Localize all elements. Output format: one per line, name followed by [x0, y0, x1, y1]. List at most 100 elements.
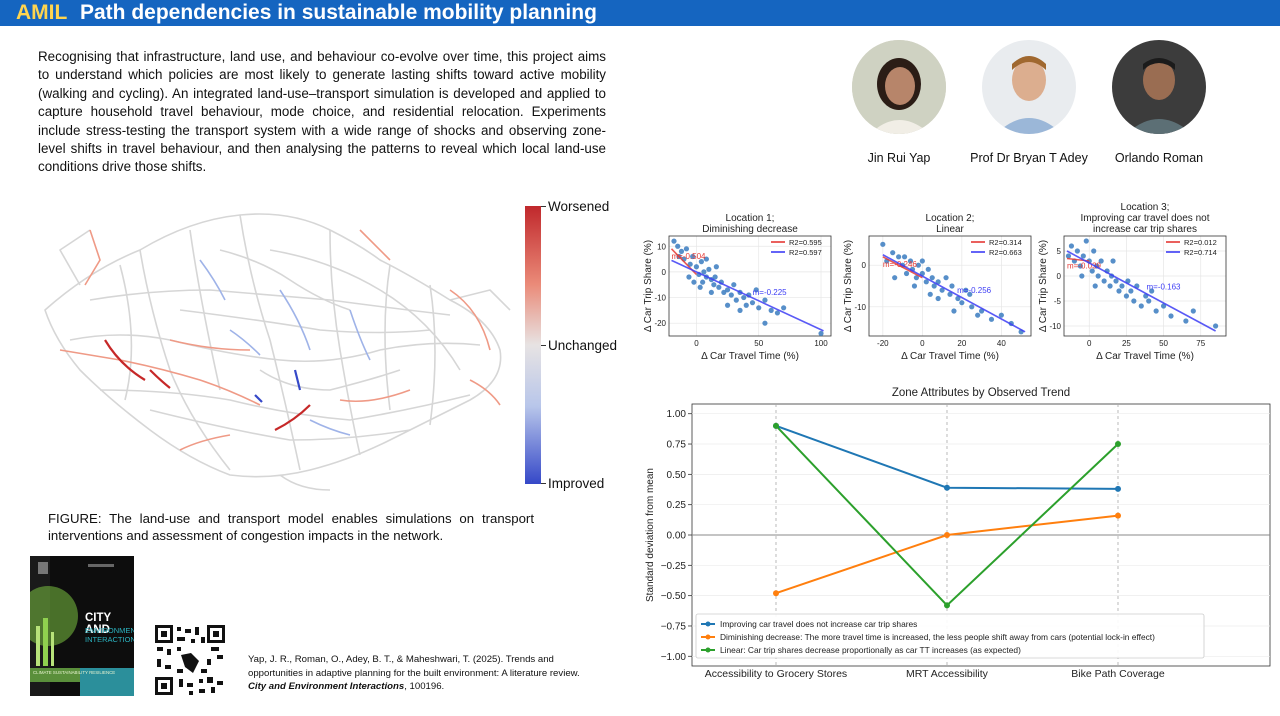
data-point — [1128, 288, 1134, 294]
fit-line — [882, 254, 1026, 333]
y-tick-label: 0 — [1057, 272, 1062, 281]
data-point — [1116, 288, 1122, 294]
y-tick-label: 0 — [862, 261, 867, 270]
chart-title: Improving car travel does not — [1081, 213, 1210, 224]
x-tick-label: 50 — [754, 339, 763, 348]
data-point — [1101, 278, 1107, 284]
data-point — [969, 304, 975, 310]
data-point — [943, 275, 949, 281]
data-point — [975, 312, 981, 318]
data-point — [693, 264, 700, 270]
person-name: Jin Rui Yap — [867, 151, 931, 165]
data-point — [700, 279, 706, 285]
y-tick-label: -10 — [1049, 322, 1061, 331]
data-point — [1113, 278, 1119, 284]
data-point — [951, 308, 957, 314]
data-point — [818, 330, 824, 337]
data-point — [708, 289, 714, 296]
person-card: Prof Dr Bryan T Adey — [954, 40, 1104, 165]
series-point — [944, 532, 950, 538]
y-axis-label: Δ Car Trip Share (%) — [643, 240, 654, 332]
data-point — [716, 284, 722, 290]
network-map — [44, 213, 511, 491]
colorbar-label-improved: Improved — [548, 476, 605, 491]
y-axis-label: Δ Car Trip Share (%) — [1038, 240, 1049, 332]
data-point — [949, 283, 955, 289]
plot-frame — [1063, 235, 1227, 337]
data-point — [675, 243, 681, 249]
data-point — [963, 287, 969, 293]
person-name: Prof Dr Bryan T Adey — [970, 151, 1088, 165]
legend-label: Diminishing decrease: The more travel ti… — [720, 632, 1155, 642]
person-name: Orlando Roman — [1114, 151, 1204, 165]
data-point — [923, 279, 929, 285]
data-point — [896, 254, 902, 260]
x-axis-label: Δ Car Travel Time (%) — [1096, 351, 1194, 362]
y-tick-label: 0.75 — [667, 440, 687, 451]
data-point — [1074, 248, 1080, 254]
map-colorbar — [525, 206, 541, 484]
data-point — [947, 291, 953, 297]
chart-title: Location 3; — [1121, 202, 1170, 213]
data-point — [1131, 298, 1137, 304]
series-point — [944, 602, 950, 609]
x-tick-label: 40 — [997, 339, 1006, 348]
y-tick-label: 5 — [1057, 247, 1062, 256]
slope-label: m=-0.163 — [1146, 283, 1181, 292]
fit-line — [882, 256, 923, 279]
y-tick-label: 0.50 — [667, 470, 687, 481]
series-point — [944, 484, 950, 491]
data-point — [687, 261, 693, 267]
legend-marker — [705, 647, 711, 653]
y-tick-label: -5 — [1054, 297, 1062, 306]
data-point — [724, 302, 731, 308]
legend-label: R2=0.314 — [989, 238, 1022, 247]
data-point — [701, 269, 707, 275]
y-tick-label: 0 — [662, 268, 667, 277]
data-point — [1083, 238, 1089, 244]
journal-cover: CITY AND ENVIRONMENT INTERACTIONS CLIMAT… — [30, 556, 134, 696]
page-title: Path dependencies in sustainable mobilit… — [80, 1, 597, 24]
reference-text: Yap, J. R., Roman, O., Adey, B. T., & Ma… — [248, 654, 580, 679]
y-axis-label: Δ Car Trip Share (%) — [843, 240, 854, 332]
data-point — [890, 250, 896, 256]
data-point — [1080, 253, 1086, 259]
data-point — [691, 279, 697, 285]
portrait-icon — [982, 40, 1076, 134]
legend-label: Improving car travel does not increase c… — [720, 619, 917, 629]
data-point — [774, 310, 781, 316]
qr-code-icon[interactable] — [155, 625, 225, 695]
x-tick-label: 75 — [1196, 339, 1205, 348]
data-point — [919, 258, 925, 264]
x-tick-label: 50 — [1159, 339, 1168, 348]
data-point — [1110, 258, 1116, 264]
legend-label: R2=0.663 — [989, 248, 1022, 257]
colorbar-tick — [541, 345, 546, 346]
data-point — [1098, 258, 1104, 264]
data-point — [721, 289, 727, 296]
data-point — [915, 262, 921, 268]
legend-label: R2=0.597 — [789, 248, 822, 257]
data-point — [1077, 263, 1083, 269]
x-tick-label: Bike Path Coverage — [1071, 668, 1165, 680]
data-point — [698, 259, 704, 265]
data-point — [1091, 248, 1097, 254]
fit-line — [1066, 250, 1216, 332]
y-tick-label: −0.25 — [661, 561, 687, 572]
x-tick-label: 25 — [1122, 339, 1131, 348]
data-point — [737, 307, 743, 313]
reference-citation: Yap, J. R., Roman, O., Adey, B. T., & Ma… — [248, 653, 588, 694]
data-point — [907, 258, 914, 264]
data-point — [1089, 268, 1095, 274]
data-point — [1149, 288, 1155, 294]
data-point — [1190, 308, 1196, 314]
data-point — [959, 300, 965, 306]
cover-footer: CLIMATE SUSTAINABILITY RESILIENCE — [33, 670, 116, 675]
x-tick-label: 0 — [1087, 339, 1092, 348]
x-tick-label: 100 — [814, 339, 828, 348]
series-point — [1115, 441, 1121, 448]
y-tick-label: -10 — [654, 294, 666, 303]
data-point — [1160, 303, 1167, 309]
x-axis-label: Δ Car Travel Time (%) — [901, 351, 999, 362]
